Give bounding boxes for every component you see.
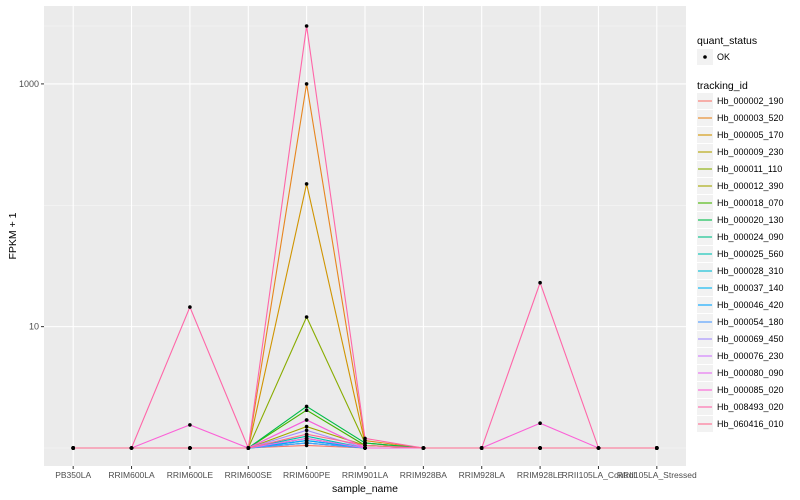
- legend-label-hb-000018-070: Hb_000018_070: [717, 198, 784, 208]
- legend-label-hb-000009-230: Hb_000009_230: [717, 147, 784, 157]
- legend-label-hb-000024-090: Hb_000024_090: [717, 232, 784, 242]
- data-point: [304, 418, 309, 422]
- x-tick-label: RRIM901LA: [342, 470, 389, 480]
- data-point: [304, 82, 309, 86]
- data-point: [304, 182, 309, 186]
- y-tick-label: 1000: [19, 79, 39, 89]
- legend-label-hb-000046-420: Hb_000046_420: [717, 300, 784, 310]
- data-point: [363, 446, 367, 450]
- data-point: [479, 446, 484, 450]
- data-point: [538, 446, 542, 450]
- data-point: [421, 446, 426, 450]
- legend-line-items: Hb_000002_190 Hb_000003_520 Hb_000005_170 H…: [697, 93, 784, 432]
- legend-label-hb-000028-310: Hb_000028_310: [717, 266, 784, 276]
- data-point: [363, 443, 367, 448]
- data-point: [304, 436, 309, 441]
- data-point: [129, 446, 134, 450]
- legend-title-quant-status: quant_status: [697, 35, 757, 47]
- x-axis: PB350LA RRIM600LA RRIM600LE RRIM600SE RRIM60…: [55, 466, 697, 480]
- x-tick-label: RRII105LA_Stressed: [617, 470, 697, 480]
- x-tick-label: PB350LA: [55, 470, 91, 480]
- data-point: [304, 408, 309, 413]
- data-point: [188, 423, 192, 427]
- data-point: [304, 428, 309, 433]
- legend-label-hb-000054-180: Hb_000054_180: [717, 317, 784, 327]
- x-tick-label: RRIM600LA: [108, 470, 155, 480]
- legend-label-ok: OK: [717, 52, 730, 62]
- legend-label-hb-000011-110: Hb_000011_110: [717, 164, 782, 174]
- legend-label-hb-000003-520: Hb_000003_520: [717, 113, 784, 123]
- x-tick-label: RRIM928LE: [517, 470, 564, 480]
- legend-label-hb-000025-560: Hb_000025_560: [717, 249, 784, 259]
- legend: quant_status OK tracking_id Hb_000002_19…: [697, 35, 784, 432]
- x-tick-label: RRIM600LE: [167, 470, 214, 480]
- x-axis-title: sample_name: [332, 483, 398, 495]
- data-point: [363, 436, 367, 441]
- data-point: [304, 441, 309, 445]
- y-tick-label: 10: [29, 322, 39, 332]
- legend-label-hb-000002-190: Hb_000002_190: [717, 96, 784, 106]
- data-point: [304, 24, 309, 28]
- legend-label-hb-008493-020: Hb_008493_020: [717, 402, 784, 412]
- legend-label-hb-060416-010: Hb_060416_010: [717, 419, 784, 429]
- data-points: [71, 24, 659, 450]
- data-point: [71, 446, 75, 450]
- y-axis: 10 1000: [19, 79, 44, 332]
- data-point: [655, 446, 659, 450]
- y-axis-title: FPKM + 1: [7, 212, 19, 259]
- x-tick-label: RRII105LA_Control: [562, 470, 636, 480]
- legend-point-items: OK: [697, 49, 730, 65]
- legend-label-hb-000012-390: Hb_000012_390: [717, 181, 784, 191]
- x-tick-label: RRIM600PE: [283, 470, 331, 480]
- data-point: [304, 404, 309, 409]
- data-point: [538, 280, 542, 285]
- legend-title-tracking-id: tracking_id: [697, 80, 748, 92]
- legend-label-hb-000069-450: Hb_000069_450: [717, 334, 784, 344]
- legend-point-marker: [703, 55, 707, 59]
- legend-label-hb-000020-130: Hb_000020_130: [717, 215, 784, 225]
- data-point: [538, 421, 542, 426]
- x-tick-label: RRIM600SE: [225, 470, 273, 480]
- data-point: [596, 446, 601, 450]
- x-tick-label: RRIM928LA: [459, 470, 506, 480]
- data-point: [304, 424, 309, 429]
- data-point: [246, 446, 251, 450]
- legend-label-hb-000080-090: Hb_000080_090: [717, 368, 784, 378]
- data-point: [188, 446, 192, 450]
- legend-label-hb-000037-140: Hb_000037_140: [717, 283, 784, 293]
- x-tick-label: RRIM928BA: [400, 470, 448, 480]
- legend-label-hb-000076-230: Hb_000076_230: [717, 351, 784, 361]
- legend-label-hb-000005-170: Hb_000005_170: [717, 130, 784, 140]
- grid-major: [44, 6, 686, 466]
- legend-label-hb-000085-020: Hb_000085_020: [717, 385, 784, 395]
- data-point: [304, 432, 309, 437]
- data-point: [188, 305, 192, 309]
- data-point: [304, 315, 309, 319]
